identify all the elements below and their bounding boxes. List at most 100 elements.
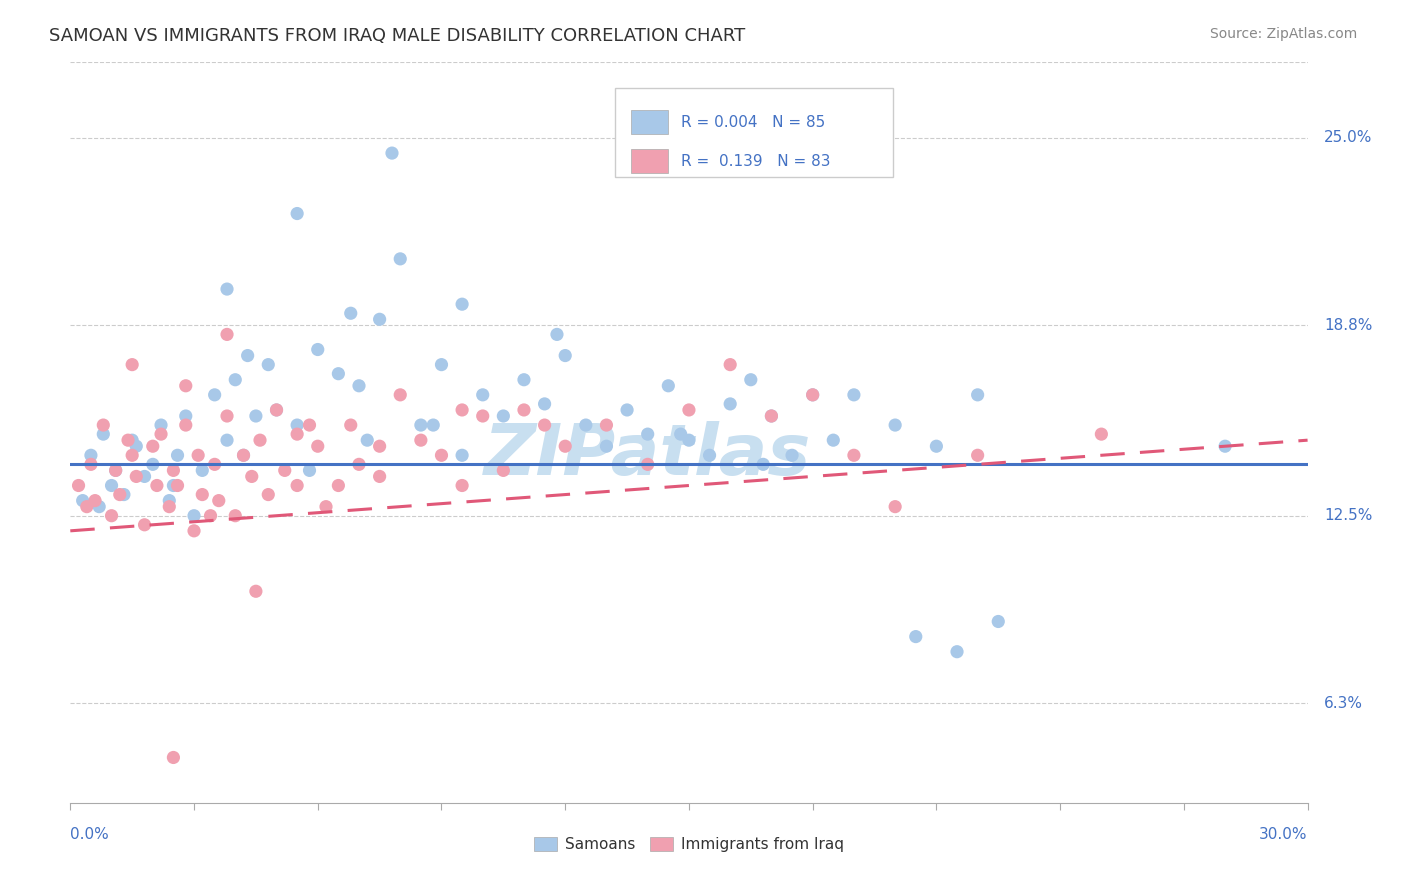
Point <box>121 433 143 447</box>
Point <box>125 439 148 453</box>
Point <box>134 469 156 483</box>
FancyBboxPatch shape <box>631 149 668 173</box>
Point <box>752 458 775 472</box>
Point <box>966 448 988 462</box>
Point <box>718 397 741 411</box>
Point <box>339 418 361 433</box>
Point <box>925 439 948 453</box>
Point <box>91 427 114 442</box>
Point <box>121 448 143 462</box>
Point <box>174 409 197 423</box>
Point <box>274 463 297 477</box>
Text: 0.0%: 0.0% <box>70 827 110 842</box>
Point <box>134 517 156 532</box>
Point <box>215 409 238 423</box>
Point <box>224 373 246 387</box>
Point <box>842 388 865 402</box>
Point <box>595 418 617 433</box>
Point <box>204 458 226 472</box>
Point <box>678 403 700 417</box>
Point <box>451 403 474 417</box>
Point <box>100 508 122 523</box>
Text: 30.0%: 30.0% <box>1260 827 1308 842</box>
Point <box>616 403 638 417</box>
Point <box>430 358 453 372</box>
Point <box>157 493 180 508</box>
Point <box>76 500 98 514</box>
Point <box>157 500 180 514</box>
Text: ZIPatlas: ZIPatlas <box>484 421 811 490</box>
Point <box>266 403 288 417</box>
Point <box>740 373 762 387</box>
Point <box>200 508 222 523</box>
Point <box>84 493 107 508</box>
Text: Source: ZipAtlas.com: Source: ZipAtlas.com <box>1209 27 1357 41</box>
Point <box>121 358 143 372</box>
Point <box>257 358 280 372</box>
Point <box>823 433 845 447</box>
Point <box>328 478 350 492</box>
Point <box>347 378 370 392</box>
Point <box>987 615 1010 629</box>
Point <box>285 206 308 220</box>
Point <box>307 439 329 453</box>
Point <box>422 418 444 433</box>
Point <box>780 448 803 462</box>
Point <box>162 478 184 492</box>
Point <box>339 306 361 320</box>
Point <box>637 427 659 442</box>
Point <box>471 388 494 402</box>
Point <box>150 427 173 442</box>
Point <box>513 373 536 387</box>
Point <box>224 508 246 523</box>
Point <box>368 439 391 453</box>
Point <box>678 433 700 447</box>
Point <box>204 388 226 402</box>
Point <box>368 469 391 483</box>
Point <box>142 458 165 472</box>
Point <box>328 367 350 381</box>
Point <box>67 478 90 492</box>
Point <box>657 378 679 392</box>
Point <box>162 463 184 477</box>
Point <box>381 146 404 161</box>
Point <box>232 448 254 462</box>
Point <box>761 409 783 423</box>
Point <box>884 500 907 514</box>
Point <box>208 493 231 508</box>
Point <box>347 458 370 472</box>
Point <box>307 343 329 357</box>
Point <box>245 409 267 423</box>
Point <box>191 463 214 477</box>
FancyBboxPatch shape <box>631 110 668 134</box>
Point <box>298 418 321 433</box>
Point <box>368 312 391 326</box>
Point <box>89 500 111 514</box>
Point <box>842 448 865 462</box>
Point <box>1213 439 1236 453</box>
Point <box>183 508 205 523</box>
Point <box>100 478 122 492</box>
Point <box>451 478 474 492</box>
Point <box>533 397 555 411</box>
Point <box>162 750 184 764</box>
Text: 25.0%: 25.0% <box>1324 130 1372 145</box>
Point <box>166 478 188 492</box>
Point <box>285 478 308 492</box>
Point <box>166 448 188 462</box>
Point <box>117 433 139 447</box>
Text: 12.5%: 12.5% <box>1324 508 1372 524</box>
Point <box>492 409 515 423</box>
Point <box>409 433 432 447</box>
Point <box>801 388 824 402</box>
Point <box>513 403 536 417</box>
Point <box>91 418 114 433</box>
Point <box>575 418 598 433</box>
Point <box>884 418 907 433</box>
Point <box>389 252 412 266</box>
Point <box>174 418 197 433</box>
Point <box>389 388 412 402</box>
Point <box>104 463 127 477</box>
Point <box>108 487 131 501</box>
Point <box>315 500 337 514</box>
